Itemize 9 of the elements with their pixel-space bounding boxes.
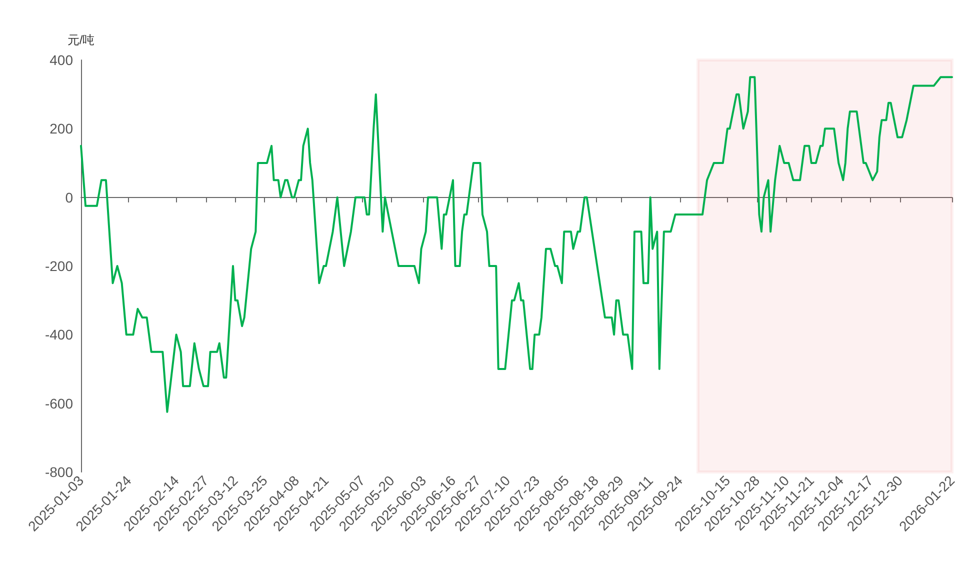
y-tick-label: 0	[65, 189, 74, 206]
y-tick-label: -600	[44, 395, 74, 412]
y-tick-label: -400	[44, 326, 74, 343]
y-axis-title: 元/吨	[67, 33, 95, 47]
y-tick-label: 400	[50, 52, 74, 68]
y-tick-label: 200	[50, 120, 74, 137]
y-tick-label: -800	[44, 464, 74, 480]
line-series	[80, 76, 953, 413]
y-tick-label: -200	[44, 258, 74, 274]
